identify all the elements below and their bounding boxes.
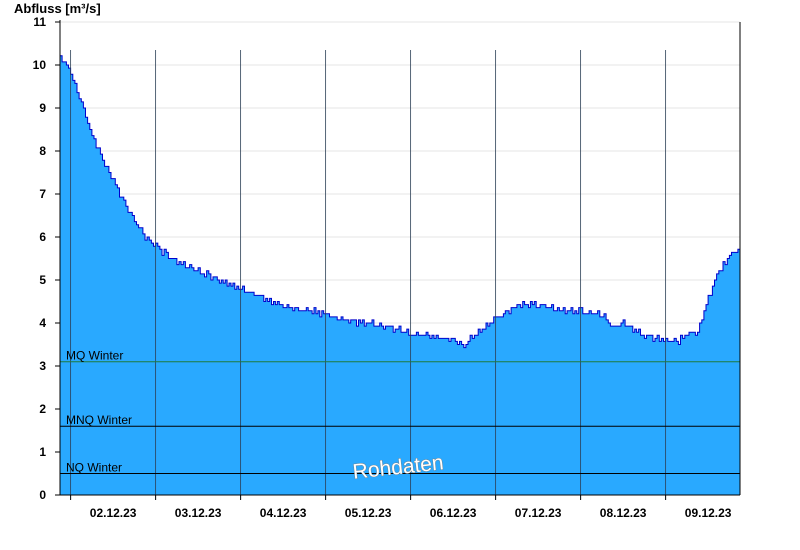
discharge-line bbox=[60, 55, 741, 349]
x-tick-label: 09.12.23 bbox=[685, 506, 732, 520]
y-tick-label: 11 bbox=[33, 15, 46, 29]
y-tick-label: 9 bbox=[39, 101, 46, 115]
x-tick-label: 06.12.23 bbox=[430, 506, 477, 520]
x-tick-label: 02.12.23 bbox=[90, 506, 137, 520]
discharge-area bbox=[60, 55, 740, 496]
y-axis-ticks: 0 1 2 3 4 5 6 7 8 9 10 11 bbox=[33, 15, 60, 502]
x-axis-ticks: 02.12.23 03.12.23 04.12.23 05.12.23 06.12.23… bbox=[70, 495, 732, 520]
x-tick-label: 08.12.23 bbox=[600, 506, 647, 520]
y-tick-label: 4 bbox=[39, 316, 46, 330]
reference-lines: MQ Winter MNQ Winter NQ Winter bbox=[60, 349, 740, 475]
y-tick-label: 3 bbox=[39, 359, 46, 373]
y-tick-label: 6 bbox=[39, 230, 46, 244]
x-tick-label: 04.12.23 bbox=[260, 506, 307, 520]
x-tick-label: 03.12.23 bbox=[175, 506, 222, 520]
y-tick-label: 1 bbox=[39, 445, 46, 459]
x-tick-label: 05.12.23 bbox=[345, 506, 392, 520]
reference-line-label: MQ Winter bbox=[66, 349, 123, 363]
reference-line-label: MNQ Winter bbox=[66, 413, 132, 427]
day-divider-lines bbox=[70, 50, 667, 495]
y-tick-label: 0 bbox=[39, 488, 46, 502]
y-tick-label: 2 bbox=[39, 402, 46, 416]
y-tick-label: 8 bbox=[39, 144, 46, 158]
y-tick-label: 10 bbox=[33, 58, 47, 72]
x-tick-label: 07.12.23 bbox=[515, 506, 562, 520]
y-tick-label: 5 bbox=[39, 273, 46, 287]
reference-line-label: NQ Winter bbox=[66, 461, 122, 475]
y-axis-label: Abfluss [m³/s] bbox=[14, 1, 101, 16]
axes bbox=[59, 20, 741, 496]
y-tick-label: 7 bbox=[39, 187, 46, 201]
